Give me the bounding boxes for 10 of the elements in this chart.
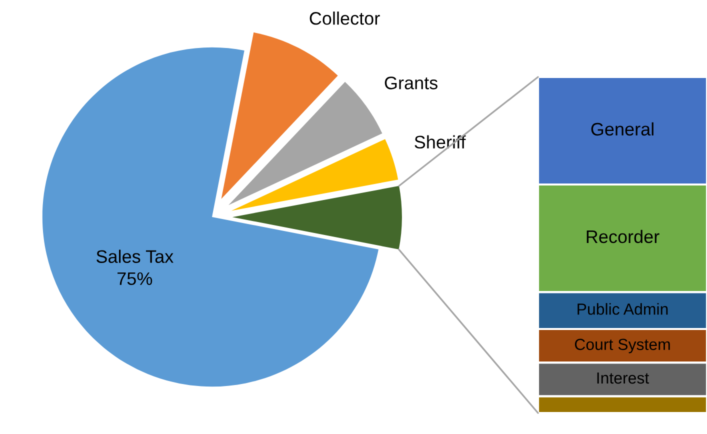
data-label: 75% [118,272,152,286]
slice-label: Grants [384,76,438,90]
series-label: General [591,122,654,136]
series-label: Court System [574,338,670,354]
slice-label: Sheriff [414,135,466,149]
slice-label: Sales Tax [96,250,174,263]
slice-label: Collector [310,12,380,25]
series-label: Interest [597,372,650,384]
series-label: Recorder [586,230,660,244]
series-label: Public Admin [578,303,668,315]
